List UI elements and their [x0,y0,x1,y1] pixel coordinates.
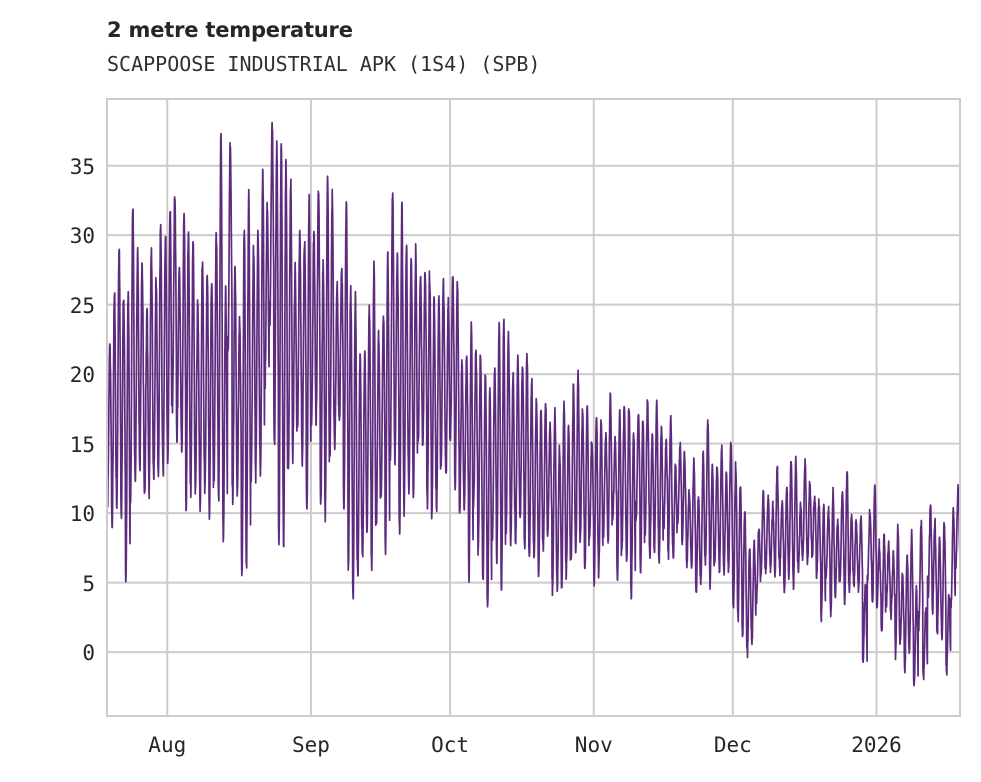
y-axis-tick-labels: 0 5 10 15 20 25 30 35 [0,0,95,782]
x-axis-tick-label: Nov [574,733,613,757]
plot-border [106,98,961,717]
x-axis-tick-label: Aug [148,733,187,757]
chart-title: 2 metre temperature [107,18,353,42]
x-axis-tick-label: 2026 [851,733,902,757]
y-axis-tick-label: 15 [69,432,95,457]
x-axis-tick-label: Dec [713,733,752,757]
x-axis-tick-label: Sep [292,733,330,757]
x-axis-tick-label: Oct [431,733,470,757]
temperature-series-line [107,121,960,687]
y-axis-tick-label: 25 [69,293,95,318]
y-axis-tick-label: 35 [69,154,95,179]
y-axis-tick-label: 0 [82,641,95,666]
y-axis-tick-label: 30 [69,224,95,249]
series-group [107,121,960,687]
y-axis-tick-label: 5 [82,571,95,596]
y-axis-tick-label: 10 [69,502,95,527]
chart-subtitle: SCAPPOOSE INDUSTRIAL APK (1S4) (SPB) [107,52,541,76]
grid-lines [107,99,960,716]
y-axis-tick-label: 20 [69,363,95,388]
